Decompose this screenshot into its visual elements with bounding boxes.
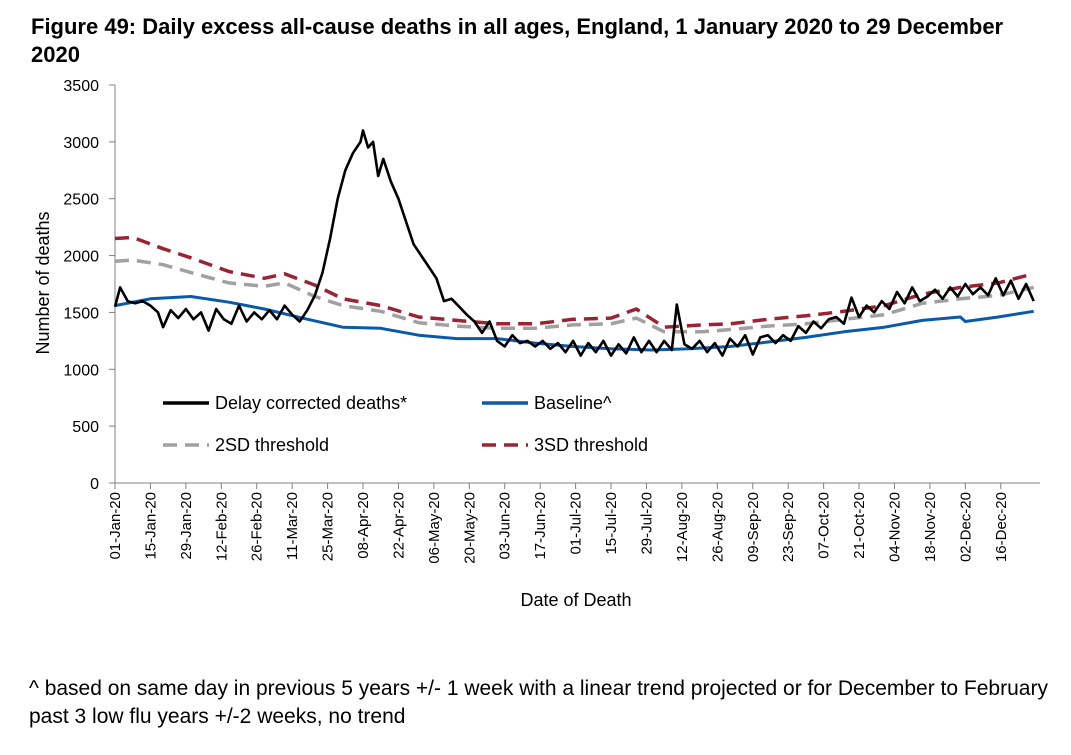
x-axis-label: Date of Death [520, 590, 631, 610]
y-tick-label: 0 [90, 476, 99, 493]
x-tick-label: 15-Jan-20 [142, 492, 159, 560]
series-line-2 [114, 258, 1035, 334]
x-tick-label: 01-Jan-20 [107, 492, 124, 560]
x-tick-label: 29-Jul-20 [638, 492, 655, 555]
x-tick-label: 12-Feb-20 [213, 492, 230, 561]
legend: Delay corrected deaths* Baseline^ 2SD thre… [163, 393, 648, 455]
y-tick-label: 2000 [63, 249, 99, 266]
y-tick-label: 2500 [63, 192, 99, 209]
y-tick-label: 500 [72, 419, 99, 436]
x-tick-label: 25-Mar-20 [320, 492, 337, 561]
baseline-footnote: ^ based on same day in previous 5 years … [29, 677, 1048, 728]
series-lines [113, 129, 1035, 357]
legend-label-1: Baseline^ [534, 393, 612, 413]
y-tick-label: 3500 [63, 78, 99, 95]
x-tick-label: 20-May-20 [461, 492, 478, 564]
x-tick-label: 07-Oct-20 [816, 492, 833, 559]
x-tick-label: 23-Sep-20 [780, 492, 797, 562]
legend-label-0: Delay corrected deaths* [215, 393, 407, 413]
x-tick-label: 02-Dec-20 [957, 492, 974, 562]
y-tick-label: 1500 [63, 305, 99, 322]
legend-label-3: 3SD threshold [534, 435, 648, 455]
legend-label-2: 2SD threshold [215, 435, 329, 455]
x-tick-label: 12-Aug-20 [674, 492, 691, 562]
x-tick-label: 18-Nov-20 [922, 492, 939, 562]
chart-title: Figure 49: Daily excess all-cause deaths… [31, 14, 1004, 67]
x-tick-label: 22-Apr-20 [390, 492, 407, 559]
x-tick-label: 17-Jun-20 [532, 492, 549, 560]
x-tick-label: 01-Jul-20 [568, 492, 585, 555]
x-tick-label: 26-Feb-20 [249, 492, 266, 561]
x-tick-label: 21-Oct-20 [851, 492, 868, 559]
x-tick-label: 11-Mar-20 [284, 492, 301, 560]
y-axis-label: Number of deaths [33, 211, 53, 354]
y-axis: 0 500 1000 1500 2000 2500 3000 3500 [63, 78, 116, 493]
series-line-0 [113, 129, 1035, 357]
x-tick-label: 04-Nov-20 [886, 492, 903, 562]
y-tick-label: 1000 [63, 362, 99, 379]
x-axis: 01-Jan-20 15-Jan-20 29-Jan-20 12-Feb-20 26-F… [107, 482, 1040, 564]
x-tick-label: 08-Apr-20 [355, 492, 372, 559]
x-tick-label: 15-Jul-20 [603, 492, 620, 555]
y-tick-label: 3000 [63, 135, 99, 152]
x-tick-label: 16-Dec-20 [993, 492, 1010, 562]
x-tick-label: 26-Aug-20 [709, 492, 726, 562]
x-tick-label: 03-Jun-20 [497, 492, 514, 560]
x-tick-label: 29-Jan-20 [178, 492, 195, 560]
x-tick-label: 09-Sep-20 [745, 492, 762, 562]
x-tick-label: 06-May-20 [426, 492, 443, 564]
